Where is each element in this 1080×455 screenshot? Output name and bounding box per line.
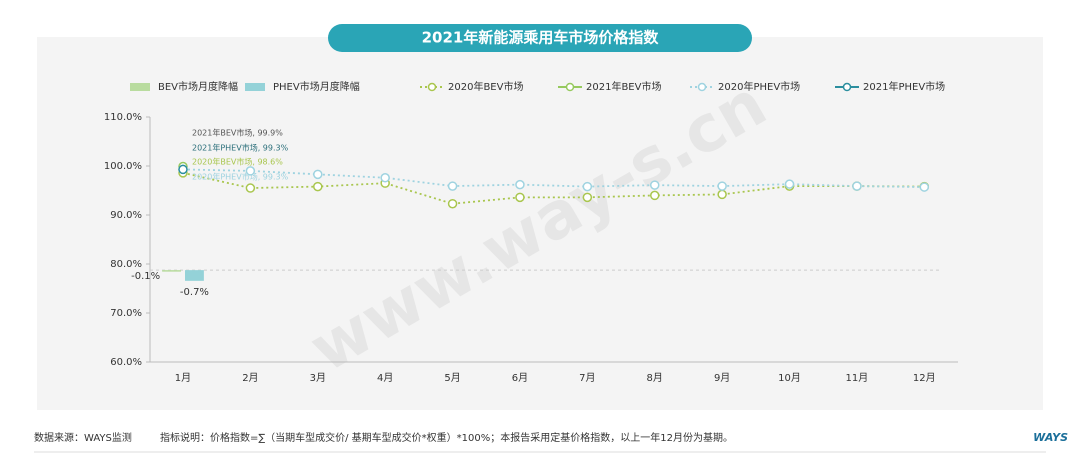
legend-swatch xyxy=(245,83,265,91)
marker xyxy=(649,180,660,190)
footer-source: 数据来源：WAYS监测 xyxy=(34,431,132,444)
line xyxy=(182,171,925,205)
marker xyxy=(649,190,660,201)
marker xyxy=(313,181,323,192)
x-tick-label: 3月 xyxy=(310,372,326,384)
marker xyxy=(515,192,525,203)
x-tick-label: 5月 xyxy=(444,372,460,384)
legend-marker xyxy=(427,82,437,92)
marker xyxy=(313,169,323,180)
x-tick-label: 10月 xyxy=(778,372,801,384)
y-tick-label: 110.0% xyxy=(104,112,142,123)
legend-label: BEV市场月度降幅 xyxy=(158,80,238,93)
marker xyxy=(852,181,862,191)
legend-marker xyxy=(565,82,575,92)
x-tick-label: 11月 xyxy=(846,372,869,384)
marker xyxy=(447,198,458,209)
x-tick-label: 2月 xyxy=(242,372,258,384)
y-tick-label: 100.0% xyxy=(104,161,142,172)
data-label: -0.1% xyxy=(131,271,160,282)
marker xyxy=(245,166,256,176)
data-label: -0.7% xyxy=(180,287,209,298)
legend-label: PHEV市场月度降幅 xyxy=(273,80,360,93)
data-label: 2020年BEV市场, 98.6% xyxy=(192,157,283,167)
legend-marker xyxy=(697,82,707,92)
x-tick-label: 8月 xyxy=(647,372,663,384)
marker xyxy=(380,173,390,183)
line xyxy=(182,168,925,188)
x-tick-label: 9月 xyxy=(714,372,730,384)
bar xyxy=(162,270,181,272)
marker xyxy=(717,181,727,191)
title-pill xyxy=(328,24,752,52)
chart-title: 2021年新能源乘用车市场价格指数 xyxy=(422,29,660,47)
x-tick-label: 6月 xyxy=(512,372,528,384)
y-tick-label: 80.0% xyxy=(110,259,142,270)
marker xyxy=(582,192,593,203)
marker xyxy=(919,182,930,192)
marker xyxy=(245,183,256,193)
data-label: 2020年PHEV市场, 99.3% xyxy=(192,172,289,182)
x-tick-label: 12月 xyxy=(913,372,936,384)
marker xyxy=(717,189,727,200)
data-label: 2021年BEV市场, 99.9% xyxy=(192,128,283,138)
y-tick-label: 60.0% xyxy=(110,357,142,368)
x-tick-label: 1月 xyxy=(175,372,191,384)
legend-label: 2020年BEV市场 xyxy=(448,80,523,93)
x-tick-label: 7月 xyxy=(579,372,595,384)
marker xyxy=(515,179,525,190)
marker xyxy=(178,164,188,175)
marker xyxy=(784,179,795,189)
legend-label: 2021年BEV市场 xyxy=(586,80,661,93)
legend-label: 2020年PHEV市场 xyxy=(718,80,800,93)
footer-note: 指标说明：价格指数=∑（当期车型成交价/ 基期车型成交价*权重）*100%；本报… xyxy=(160,431,733,444)
y-tick-label: 90.0% xyxy=(110,210,142,221)
marker xyxy=(582,181,593,192)
logo: WAYS xyxy=(1033,431,1068,444)
data-label: 2021年PHEV市场, 99.3% xyxy=(192,143,289,153)
legend-marker xyxy=(842,82,852,92)
legend-label: 2021年PHEV市场 xyxy=(863,80,945,93)
panel xyxy=(37,37,1043,410)
legend-swatch xyxy=(130,83,150,91)
x-tick-label: 4月 xyxy=(377,372,393,384)
y-tick-label: 70.0% xyxy=(110,308,142,319)
marker xyxy=(447,181,458,191)
bar xyxy=(184,270,204,281)
